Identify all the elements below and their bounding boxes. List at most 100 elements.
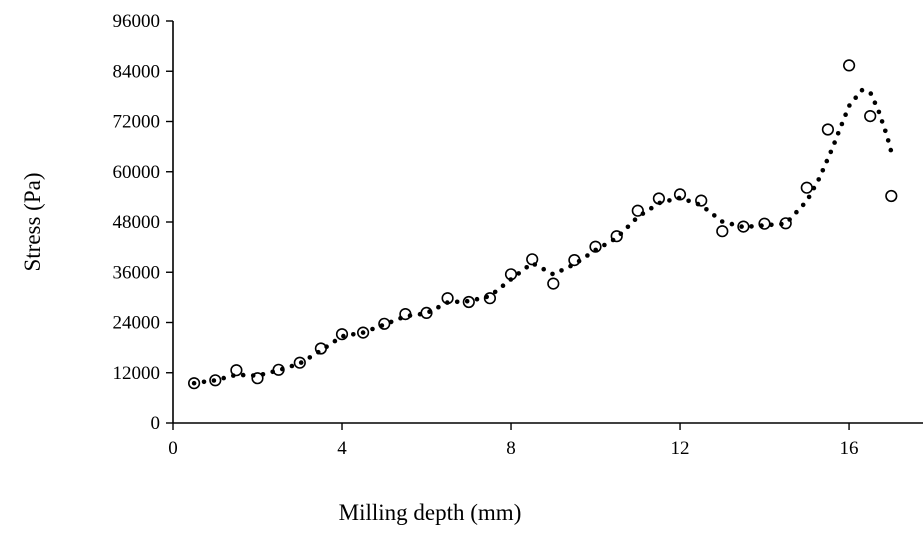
data-point [695, 194, 708, 207]
data-point [462, 295, 475, 309]
trend-dot [632, 217, 638, 222]
data-point [821, 123, 835, 136]
trend-dot [524, 265, 529, 270]
trend-dot [868, 91, 874, 96]
data-point [716, 225, 729, 238]
trend-dot [649, 205, 654, 211]
data-point [209, 374, 222, 387]
y-tick-label: 48000 [113, 212, 161, 233]
trend-dot [885, 138, 891, 143]
trend-dot [550, 271, 555, 277]
trend-dot [816, 177, 821, 182]
data-point [378, 317, 391, 330]
data-point [589, 240, 602, 253]
y-tick-label: 0 [151, 413, 161, 434]
trend-dot [370, 326, 375, 332]
data-points [188, 59, 898, 390]
data-point [441, 292, 454, 305]
data-point [800, 181, 813, 194]
trend-dot [794, 209, 799, 215]
data-point [526, 253, 539, 266]
data-point [758, 217, 771, 230]
trend-dot [704, 207, 709, 212]
trend-dot [839, 121, 845, 127]
trend-dot [824, 158, 830, 164]
trend-dot [516, 271, 521, 276]
x-axis-title: Milling depth (mm) [339, 500, 522, 525]
data-point [737, 220, 750, 233]
trend-dot [820, 168, 826, 173]
trend-dot [240, 372, 246, 378]
trend-dot [739, 224, 744, 229]
data-point [864, 109, 877, 123]
trend-line [191, 87, 894, 386]
trend-dot [289, 363, 295, 369]
data-point [568, 254, 581, 267]
trend-dot [806, 194, 812, 200]
trend-dot [191, 380, 197, 386]
data-point [842, 59, 856, 72]
data-point [357, 326, 370, 339]
trend-dot [686, 198, 691, 204]
data-point [314, 342, 328, 355]
trend-dot [307, 355, 313, 360]
data-point [399, 308, 412, 321]
trend-dot [883, 128, 888, 134]
data-point [610, 230, 623, 243]
trend-dot [888, 147, 894, 153]
x-tick-labels: 0 4 8 12 16 [168, 438, 858, 459]
data-point [885, 189, 898, 203]
data-point [779, 217, 792, 230]
data-point [673, 188, 687, 201]
data-point [652, 192, 666, 205]
trend-dot [835, 131, 841, 136]
trend-dot [828, 149, 834, 155]
data-point [483, 292, 497, 305]
trend-dot [585, 253, 590, 258]
trend-dot [464, 298, 470, 304]
x-tick-label: 0 [168, 438, 178, 459]
trend-dot [474, 296, 480, 302]
x-tick-label: 4 [337, 438, 347, 459]
y-tick-label: 12000 [113, 363, 161, 384]
x-tick-label: 16 [840, 438, 859, 459]
trend-dot [341, 333, 346, 339]
y-axis-title: Stress (Pa) [20, 172, 45, 271]
x-tick-marks [172, 423, 850, 430]
data-point [251, 372, 264, 385]
trend-dot [332, 338, 338, 344]
trend-dot [749, 224, 754, 229]
trend-dot [847, 103, 852, 108]
trend-dot [221, 375, 226, 381]
y-tick-label: 96000 [113, 11, 161, 32]
data-point [230, 364, 243, 377]
y-tick-label: 24000 [113, 313, 161, 334]
data-point [420, 306, 433, 320]
trend-dot [872, 100, 878, 105]
trend-dot [201, 379, 207, 385]
data-point [504, 268, 518, 281]
trend-dot [541, 266, 546, 272]
trend-dot [436, 304, 441, 310]
data-point [188, 377, 201, 390]
x-tick-label: 12 [671, 438, 690, 459]
trend-dot [712, 213, 717, 218]
y-tick-label: 60000 [113, 162, 161, 183]
data-point [547, 277, 560, 290]
trend-dot [298, 360, 304, 365]
y-tick-labels: 0 12000 24000 36000 48000 60000 72000 84000 9600… [113, 11, 161, 434]
trend-dot [853, 95, 858, 100]
y-tick-label: 84000 [113, 61, 161, 82]
data-point [335, 328, 349, 341]
y-tick-label: 72000 [113, 112, 161, 133]
trend-dot [667, 198, 672, 203]
trend-dot [211, 378, 217, 383]
trend-dot [360, 330, 366, 335]
y-tick-marks [166, 20, 173, 424]
trend-dot [876, 109, 882, 115]
x-tick-label: 8 [506, 438, 516, 459]
trend-dot [625, 224, 631, 230]
trend-dot [500, 283, 506, 289]
trend-dot [832, 140, 837, 145]
y-tick-label: 36000 [113, 262, 161, 283]
